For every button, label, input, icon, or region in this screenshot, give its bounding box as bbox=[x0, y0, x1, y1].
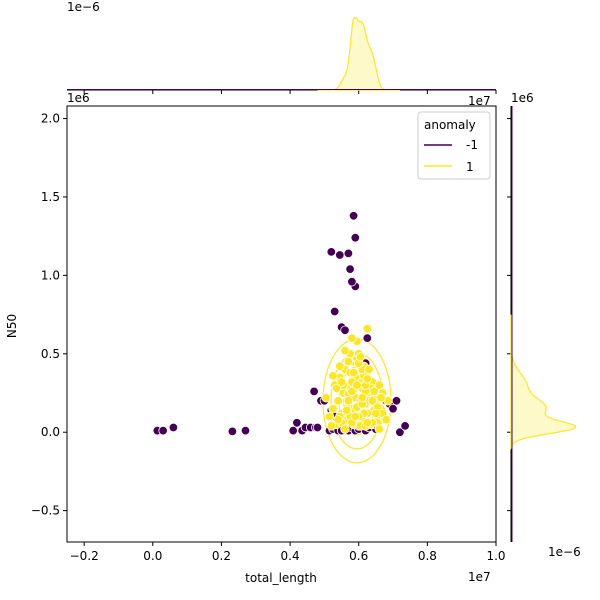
scatter-point-anomaly bbox=[391, 396, 402, 406]
scatter-point-anomaly bbox=[240, 425, 251, 436]
scatter-point-normal bbox=[340, 424, 350, 434]
y-tick-label: −0.5 bbox=[31, 504, 60, 518]
scatter-point-normal bbox=[362, 374, 373, 384]
scatter-point-anomaly bbox=[350, 232, 361, 243]
scatter-point-normal bbox=[362, 418, 373, 428]
x-tick-label: 0.2 bbox=[212, 549, 231, 563]
x-tick-label: 0.6 bbox=[349, 549, 368, 563]
scatter-point-normal bbox=[326, 421, 337, 431]
right-marginal-bottom-offset-label: 1e−6 bbox=[548, 545, 581, 559]
scatter-point-normal bbox=[343, 396, 354, 406]
scatter-point-anomaly bbox=[395, 427, 405, 437]
legend-box bbox=[417, 111, 491, 180]
scatter-point-anomaly bbox=[326, 247, 337, 257]
scatter-point-normal bbox=[324, 411, 335, 422]
scatter-point-normal bbox=[371, 408, 381, 419]
scatter-point-normal bbox=[328, 404, 338, 414]
scatter-point-anomaly bbox=[343, 248, 354, 259]
scatter-point-normal bbox=[333, 415, 343, 425]
scatter-point-normal bbox=[336, 377, 347, 387]
scatter-point-normal bbox=[331, 383, 342, 394]
scatter-point-normal bbox=[355, 352, 366, 362]
scatter-point-normal bbox=[328, 371, 338, 381]
legend-label-1: 1 bbox=[466, 160, 474, 174]
scatter-point-normal bbox=[352, 380, 362, 390]
top-marginal-offset-label: 1e−6 bbox=[67, 0, 100, 14]
x-offset-label-top: 1e7 bbox=[468, 94, 491, 108]
scatter-point-anomaly bbox=[168, 422, 179, 433]
scatter-point-normal bbox=[333, 396, 343, 406]
scatter-point-normal bbox=[374, 380, 385, 390]
scatter-point-normal bbox=[350, 411, 361, 422]
scatter-point-normal bbox=[342, 405, 352, 416]
scatter-point-anomaly bbox=[288, 425, 298, 436]
scatter-point-anomaly bbox=[345, 264, 355, 274]
y-tick-label: 0.0 bbox=[41, 425, 60, 439]
main-scatter-plot: −0.2 0.0 0.2 0.4 0.6 0.8 1.0 −0.5 0.0 0.5 1.0 1.5 2.… bbox=[31, 105, 506, 563]
scatter-point-anomaly bbox=[347, 277, 357, 287]
scatter-point-anomaly bbox=[309, 386, 319, 397]
scatter-point-normal bbox=[348, 367, 359, 378]
y-tick-label: 0.5 bbox=[41, 347, 60, 361]
scatter-point-anomaly bbox=[340, 325, 350, 336]
top-marginal-kde bbox=[67, 17, 497, 94]
y-offset-label: 1e6 bbox=[67, 91, 90, 105]
scatter-point-anomaly bbox=[388, 404, 398, 414]
scatter-point-normal bbox=[362, 324, 373, 334]
scatter-point-normal bbox=[364, 364, 374, 375]
scatter-point-normal bbox=[343, 356, 354, 367]
x-tick-label: 0.4 bbox=[281, 549, 300, 563]
scatter-point-anomaly bbox=[400, 421, 410, 431]
legend-title: anomaly bbox=[424, 118, 476, 132]
scatter-point-anomaly bbox=[348, 211, 359, 221]
x-axis-title: total_length bbox=[245, 571, 317, 585]
scatter-point-normal bbox=[381, 415, 391, 425]
scatter-point-anomaly bbox=[312, 422, 323, 433]
scatter-point-normal bbox=[357, 393, 367, 403]
scatter-point-normal bbox=[321, 393, 331, 403]
x-tick-label: 1.0 bbox=[486, 549, 505, 563]
scatter-point-anomaly bbox=[362, 333, 373, 343]
scatter-point-normal bbox=[376, 393, 386, 403]
scatter-point-normal bbox=[369, 386, 379, 397]
y-tick-label: 1.5 bbox=[41, 190, 60, 204]
scatter-point-normal bbox=[367, 396, 378, 406]
x-offset-label: 1e7 bbox=[468, 570, 491, 584]
scatter-point-anomaly bbox=[292, 418, 302, 428]
top-marginal-kde-curve bbox=[317, 17, 400, 91]
scatter-point-normal bbox=[340, 346, 350, 356]
right-marginal-kde-curve bbox=[510, 314, 577, 450]
scatter-point-anomaly bbox=[330, 306, 340, 317]
legend-label-neg1: -1 bbox=[466, 138, 478, 152]
right-marginal-offset-label: 1e6 bbox=[511, 91, 534, 105]
x-tick-label: 0.0 bbox=[143, 549, 162, 563]
y-axis-title: N50 bbox=[5, 314, 19, 338]
scatter-point-anomaly bbox=[158, 425, 168, 436]
legend: anomaly -1 1 bbox=[417, 111, 491, 180]
scatter-point-anomaly bbox=[227, 426, 238, 437]
scatter-point-normal bbox=[347, 386, 357, 397]
y-tick-label: 2.0 bbox=[41, 112, 60, 126]
scatter-point-normal bbox=[347, 333, 357, 343]
scatter-point-normal bbox=[335, 361, 345, 372]
scatter-point-normal bbox=[374, 424, 385, 434]
x-tick-label: 0.8 bbox=[418, 549, 437, 563]
right-marginal-kde bbox=[507, 106, 577, 542]
scatter-point-anomaly bbox=[335, 250, 345, 260]
plot-frame bbox=[66, 105, 497, 543]
y-tick-label: 1.0 bbox=[41, 268, 60, 282]
x-tick-label: −0.2 bbox=[70, 549, 99, 563]
